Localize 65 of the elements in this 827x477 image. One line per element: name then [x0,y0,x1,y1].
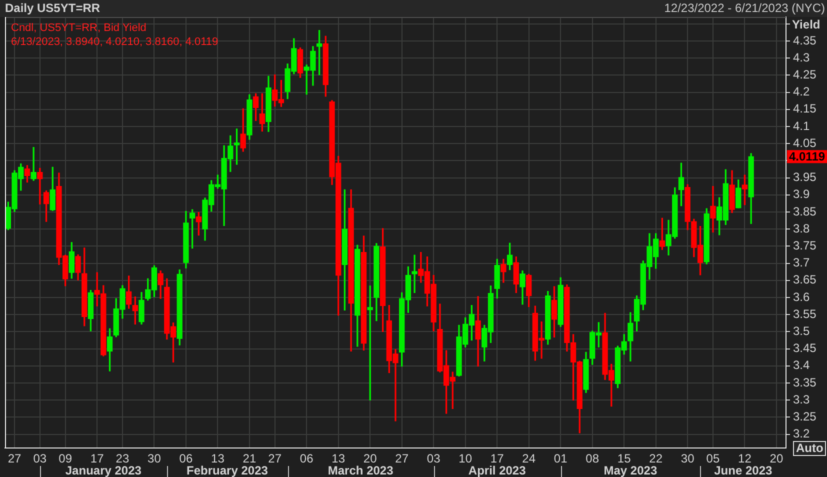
x-tick-label: 17 [90,452,104,466]
x-tick-label: 23 [116,452,130,466]
y-tick-label: 3.7 [793,256,810,270]
y-tick-label: 4.15 [793,102,817,116]
x-tick-label: 20 [363,452,378,466]
text: March 2023 [328,463,394,477]
y-tick-label: 4.05 [793,136,817,150]
text: February 2023 [186,463,268,477]
x-tick-label: 13 [332,452,346,466]
y-tick-label: 3.2 [793,426,810,441]
y-tick-label: 3.95 [793,170,817,184]
chart-title: Daily US5YT=RR [5,0,100,15]
x-tick-label: 01 [554,452,568,466]
y-tick-label: 4.3 [793,50,810,64]
x-tick-label: 27 [268,452,282,466]
x-tick-label: 03 [33,452,47,466]
y-tick-label: 3.5 [793,324,810,338]
candlestick [412,254,418,294]
x-tick-label: 27 [395,452,409,466]
y-tick-label: 3.85 [793,204,817,218]
y-tick-label: 3.75 [793,238,817,252]
text: January 2023 [65,463,142,477]
x-tick-label: 10 [458,452,472,466]
candlestick [30,146,36,181]
candlestick [37,168,43,204]
annotation: 6/13/2023, 3.8940, 4.0210, 3.8160, 4.0119 [11,36,218,48]
y-tick-label: 3.9 [793,187,810,202]
annotation: 4.0119 [789,149,826,164]
y-tick-label: 4.2 [793,84,810,99]
x-tick-label: 12 [738,452,752,466]
y-tick-label: 4.1 [793,118,810,133]
x-tick-label: 30 [148,452,162,466]
y-tick-label: 3.55 [793,306,817,321]
x-tick-label: 15 [617,452,632,466]
y-tick-label: 4.25 [793,67,817,82]
y-tick-label: 3.35 [793,375,817,390]
x-tick-label: 17 [490,452,504,466]
y-tick-label: 3.65 [793,272,817,287]
text: April 2023 [468,463,526,477]
x-tick-label: 22 [649,452,663,466]
x-tick-label: 05 [706,452,720,466]
x-tick-label: 03 [426,452,441,466]
annotation: Cndl, US5YT=RR, Bid Yield [11,22,146,34]
x-tick-label: 06 [179,452,193,466]
y-tick-label: 3.6 [793,290,810,304]
x-tick-label: 27 [8,452,22,466]
x-tick-label: 08 [586,452,600,466]
y-tick-label: 3.25 [793,410,817,424]
y-tick-label: 3.3 [793,392,810,406]
x-tick-label: 09 [58,452,72,466]
x-tick-label: 21 [242,452,256,466]
text: June 2023 [714,463,772,477]
text: May 2023 [604,463,658,477]
y-tick-label: 3.45 [793,341,817,356]
x-tick-label: 30 [680,452,695,466]
x-tick-label: 13 [211,452,225,466]
chart-subtitle: 12/23/2022 - 6/21/2023 (NYC) [664,0,825,15]
y-tick-label: 4.35 [793,33,817,48]
y-tick-label: 3.4 [793,358,810,372]
x-tick-label: 24 [522,452,536,466]
scale-button: Auto [793,441,826,456]
x-tick-label: 20 [770,452,784,466]
y-tick-label: 3.8 [793,221,810,236]
x-tick-label: 06 [300,452,314,466]
y-axis-title: Yield [792,17,820,32]
